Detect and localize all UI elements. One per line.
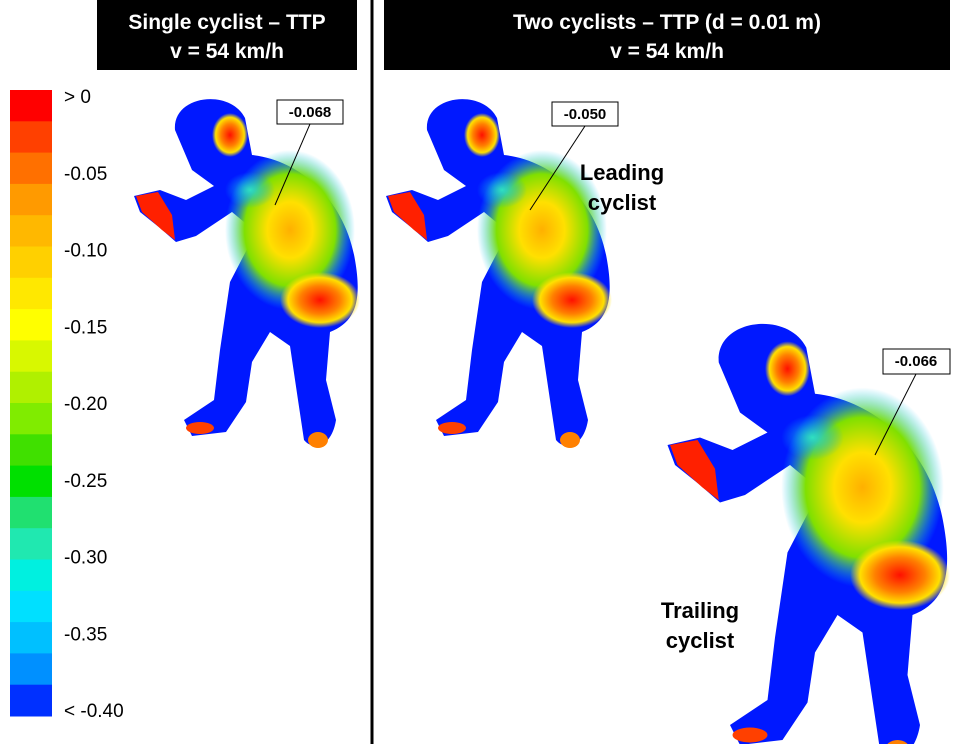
panel-subtitle: v = 54 km/h [170, 40, 284, 63]
annotation-box [551, 101, 619, 127]
colorbar: > 0 -0.05 -0.10 -0.15 -0.20 -0.25 -0.30 -0.35 < … [10, 87, 124, 722]
header-box [97, 0, 357, 70]
colorbar-label: -0.35 [64, 624, 107, 645]
pointer [274, 123, 311, 206]
colorbar-label: > 0 [64, 87, 91, 108]
colorbar-band [10, 371, 52, 404]
colorbar-label: -0.10 [64, 241, 107, 262]
colorbar-band [10, 590, 52, 623]
colorbar-band [10, 434, 52, 467]
colorbar-band [10, 496, 52, 529]
cyclist-label: cyclist [588, 190, 657, 215]
colorbar-band [10, 403, 52, 435]
colorbar-band [10, 152, 52, 185]
colorbar-band [10, 653, 52, 686]
colorbar-band [10, 465, 52, 498]
leading-cyclist [386, 99, 612, 448]
header-box [384, 0, 950, 70]
colorbar-band [10, 277, 52, 310]
annotation: -0.066 [895, 353, 938, 370]
colorbar-band [10, 183, 52, 216]
cyclist-label: Leading [580, 160, 664, 185]
colorbar-band [10, 340, 52, 373]
colorbar-band [10, 528, 52, 560]
trailing-cyclist [667, 323, 950, 744]
colorbar-band [10, 90, 52, 122]
colorbar-label: -0.15 [64, 317, 107, 338]
single-cyclist [134, 99, 360, 448]
panel-title: Single cyclist – TTP [128, 11, 325, 34]
panel-title: Two cyclists – TTP (d = 0.01 m) [513, 11, 821, 34]
colorbar-label: -0.05 [64, 164, 107, 185]
pointer [874, 373, 917, 456]
colorbar-band [10, 622, 52, 654]
annotation-box [276, 99, 344, 125]
colorbar-band [10, 559, 52, 592]
annotation-box [882, 348, 951, 375]
colorbar-label: < -0.40 [64, 701, 124, 722]
annotation: -0.050 [564, 106, 607, 123]
annotation: -0.068 [289, 104, 332, 121]
pointer [529, 125, 586, 211]
colorbar-label: -0.20 [64, 394, 107, 415]
colorbar-band [10, 121, 52, 154]
colorbar-label: -0.30 [64, 548, 107, 569]
cyclist-label: Trailing [661, 598, 739, 623]
colorbar-band [10, 684, 52, 717]
colorbar-label: -0.25 [64, 471, 107, 492]
colorbar-band [10, 246, 52, 279]
cyclist-label: cyclist [666, 628, 735, 653]
colorbar-band [10, 215, 52, 247]
panel-subtitle: v = 54 km/h [610, 40, 724, 63]
colorbar-band [10, 309, 52, 341]
